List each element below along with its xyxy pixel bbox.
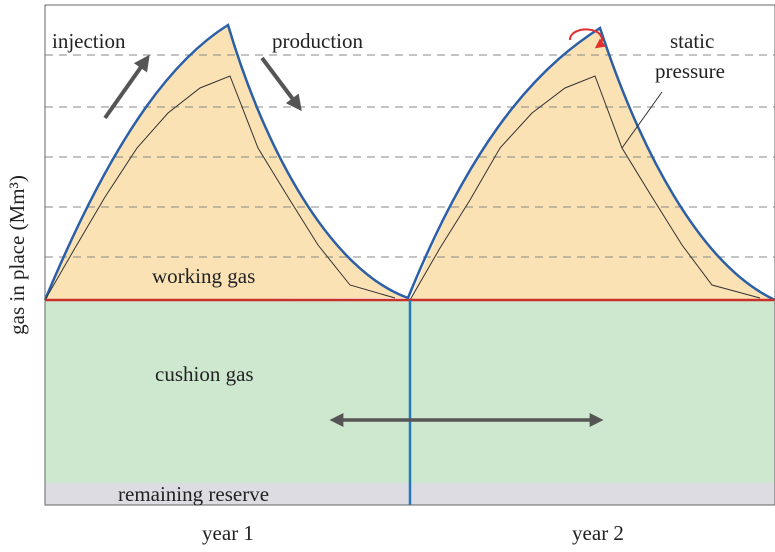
- y-axis-label: gas in place (Mm³): [5, 175, 29, 335]
- production-label: production: [272, 29, 363, 53]
- frame: [44, 4, 775, 506]
- injection-arrow: [103, 54, 150, 120]
- working-gas-1: [45, 25, 408, 300]
- cycle-arrow: [568, 28, 606, 49]
- injection-label: injection: [52, 29, 126, 53]
- leader-line: [621, 91, 663, 149]
- x-label: year 1: [202, 521, 254, 545]
- static-label: static: [670, 29, 714, 53]
- x-label: year 2: [572, 521, 624, 545]
- pressure-curve-1: [44, 75, 396, 301]
- outer-curve: [43, 23, 775, 302]
- working-gas-2: [410, 28, 775, 300]
- reserve-label: remaining reserve: [118, 482, 269, 506]
- dashed-lines: [45, 54, 775, 258]
- cushion-gas-label: cushion gas: [155, 362, 254, 386]
- working-gas-label: working gas: [152, 264, 255, 288]
- production-arrow: [260, 56, 302, 112]
- pressure-label: pressure: [655, 59, 725, 83]
- pressure-curve-2: [409, 75, 761, 301]
